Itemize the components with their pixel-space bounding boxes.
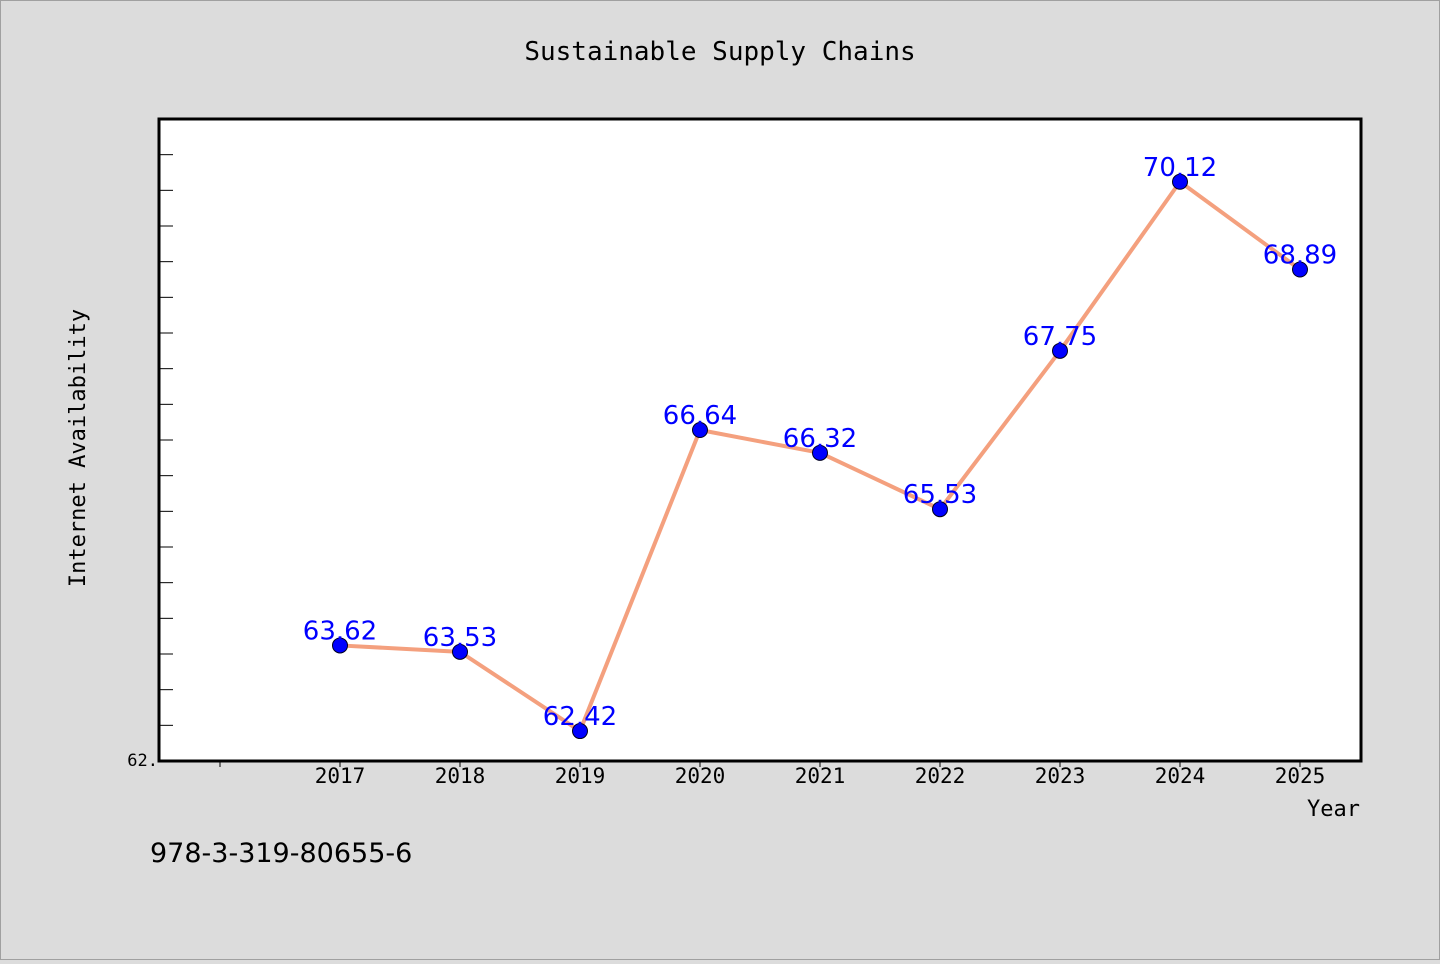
x-tick-label: 2018 [435, 764, 486, 788]
plot-area [157, 117, 1363, 763]
data-point [812, 444, 828, 461]
y-axis-ticks [159, 154, 173, 726]
x-tick-label: 2023 [1035, 764, 1086, 788]
y-axis-label: Internet Availability [66, 309, 91, 587]
x-tick-label: 2022 [915, 764, 966, 788]
y-tick-label: 62. [127, 751, 158, 771]
x-tick-label: 2025 [1275, 764, 1326, 788]
x-tick-label: 2017 [315, 764, 366, 788]
x-tick-label: 2021 [795, 764, 846, 788]
data-label: 65.53 [903, 480, 977, 510]
chart-title: Sustainable Supply Chains [524, 37, 915, 67]
data-point [1052, 342, 1068, 359]
data-label: 62.42 [543, 702, 617, 732]
x-tick-label: 2019 [555, 764, 606, 788]
x-tick-label: 2020 [675, 764, 726, 788]
x-axis-label: Year [1307, 797, 1360, 822]
data-label: 70.12 [1143, 153, 1217, 183]
data-point [1172, 173, 1188, 190]
series-markers [332, 173, 1308, 740]
data-label: 63.62 [303, 616, 377, 646]
x-axis-ticks [219, 761, 1301, 767]
x-tick-label: 2024 [1155, 764, 1206, 788]
x-tick-labels: 2017 2018 2019 2020 2021 2022 2023 2024 2025 [315, 764, 1326, 788]
data-point [692, 422, 708, 439]
data-point [932, 501, 948, 518]
data-labels: 63.62 63.53 62.42 66.64 66.32 65.53 67.75 70.12… [303, 153, 1337, 732]
data-label: 67.75 [1023, 322, 1097, 352]
data-label: 68.89 [1263, 241, 1337, 271]
data-label: 66.64 [663, 401, 737, 431]
data-label: 63.53 [423, 623, 497, 653]
data-point [1292, 261, 1308, 278]
data-point [452, 643, 468, 660]
data-label: 66.32 [783, 424, 857, 454]
data-point [332, 637, 348, 654]
isbn-caption: 978-3-319-80655-6 [150, 838, 412, 869]
data-point [572, 723, 588, 740]
